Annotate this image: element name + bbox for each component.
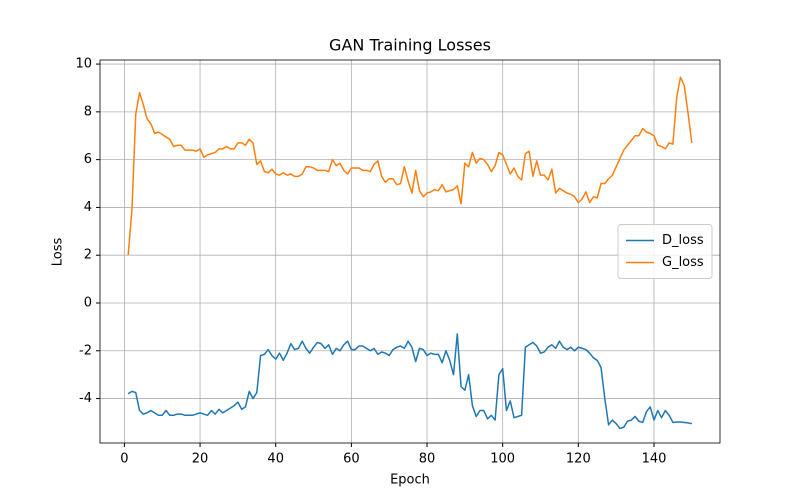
y-tick-label: 10 (75, 57, 92, 72)
y-tick-label: 4 (84, 200, 92, 215)
x-tick-label: 100 (490, 452, 515, 467)
data-line (127, 76, 693, 256)
y-tick-label: -2 (79, 343, 92, 358)
x-tick-label: 120 (566, 452, 591, 467)
chart-title: GAN Training Losses (329, 36, 491, 55)
x-tick-label: 80 (419, 452, 436, 467)
x-tick-label: 140 (642, 452, 667, 467)
legend: D_loss G_loss (617, 224, 713, 279)
x-tick-label: 40 (267, 452, 284, 467)
y-tick-label: 2 (84, 248, 92, 263)
x-tick-label: 20 (192, 452, 209, 467)
y-axis-label: Loss (51, 238, 66, 267)
y-tick-label: 6 (84, 152, 92, 167)
legend-label: G_loss (662, 255, 704, 270)
x-tick-label: 60 (343, 452, 360, 467)
y-tick-label: 0 (84, 295, 92, 310)
data-line (127, 333, 692, 430)
x-axis-label: Epoch (390, 473, 430, 488)
legend-label: D_loss (662, 233, 704, 248)
y-tick-label: -4 (79, 391, 92, 406)
legend-box (617, 224, 713, 279)
y-tick-label: 8 (84, 104, 92, 119)
plot-frame (99, 59, 721, 444)
x-tick-label: 0 (120, 452, 128, 467)
